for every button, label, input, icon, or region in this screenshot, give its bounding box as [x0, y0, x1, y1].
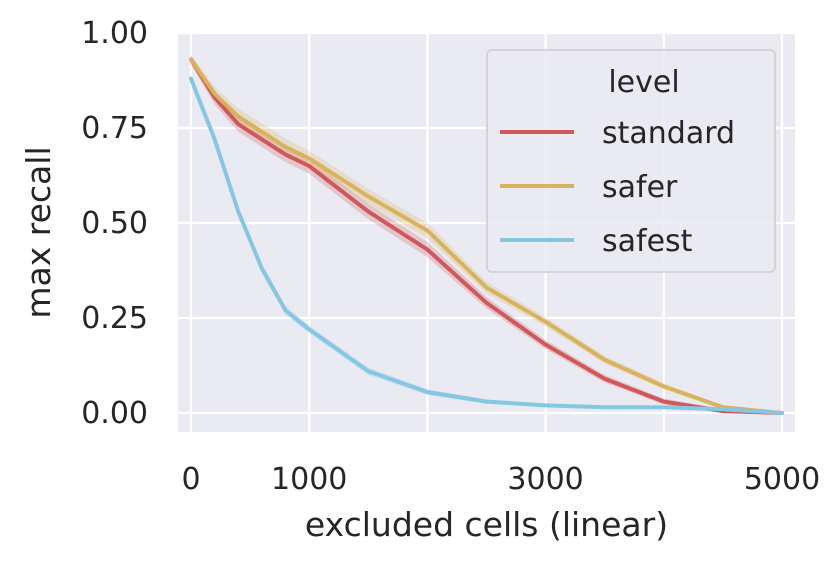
x-tick-label: 1000: [271, 462, 347, 497]
legend-title: level: [608, 65, 679, 100]
y-tick-label: 0.75: [81, 111, 148, 146]
legend-label-safer: safer: [602, 170, 678, 205]
x-axis-label: excluded cells (linear): [305, 505, 668, 544]
series-line-safest: [189, 76, 784, 415]
y-axis-label: max recall: [19, 146, 58, 318]
legend-label-standard: standard: [602, 116, 735, 151]
y-tick-label: 0.50: [81, 206, 148, 241]
y-tick-label: 1.00: [81, 16, 148, 51]
x-tick-labels: 0 1000 3000 5000: [181, 462, 820, 497]
y-tick-label: 0.25: [81, 301, 148, 336]
series-line-safer: [189, 57, 784, 415]
y-tick-labels: 0.00 0.25 0.50 0.75 1.00: [81, 16, 148, 431]
y-tick-label: 0.00: [81, 396, 148, 431]
x-tick-label: 0: [181, 462, 200, 497]
legend-items: standard safer safest: [500, 116, 735, 259]
series-lines: [189, 57, 784, 415]
x-tick-label: 5000: [744, 462, 820, 497]
x-tick-label: 3000: [507, 462, 583, 497]
series-line-standard: [189, 57, 784, 415]
legend-box: [486, 49, 776, 273]
legend-label-safest: safest: [602, 224, 693, 259]
legend: level standard safer safest: [486, 49, 776, 273]
